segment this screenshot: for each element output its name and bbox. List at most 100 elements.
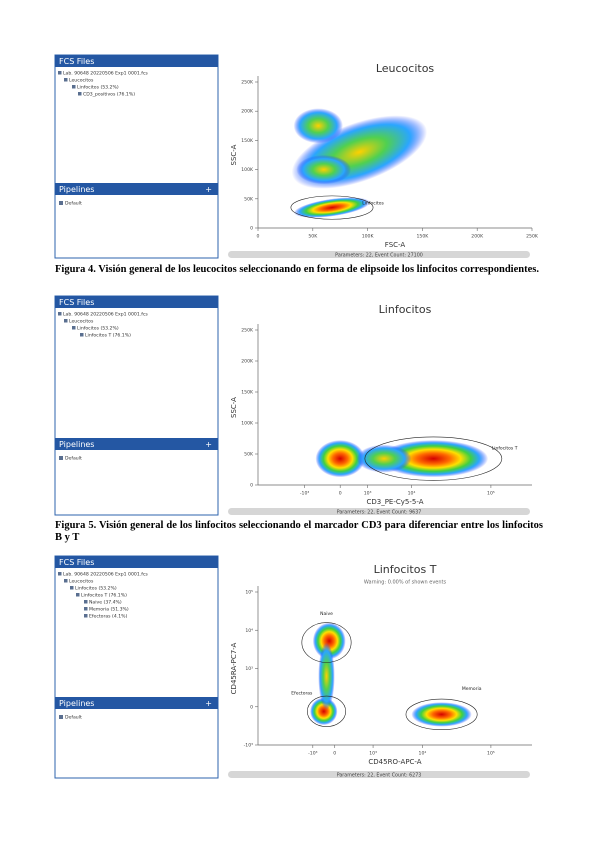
y-tick-label: 0 [250, 483, 253, 489]
x-tick-label: 250K [526, 234, 539, 240]
plot-title: Linfocitos [379, 303, 432, 316]
density-plot [291, 108, 428, 218]
status-text: Parameters: 22, Event Count: 9637 [337, 509, 422, 515]
x-tick-label: 100K [362, 234, 375, 240]
pipeline-item: Default [65, 715, 82, 721]
y-tick-label: 100K [241, 421, 254, 427]
gate [301, 622, 352, 663]
event-density [356, 444, 412, 473]
tree-item: Leucocitos [69, 78, 94, 84]
tree-icon [64, 78, 68, 82]
tree-item: Linfocitos (53.2%) [77, 85, 119, 91]
tree-icon [84, 600, 88, 604]
y-tick-label: 50K [244, 196, 254, 202]
pipelines-header [55, 697, 218, 709]
sidebar [54, 54, 219, 259]
gate-label: Memoria [462, 686, 482, 692]
event-density [293, 108, 343, 144]
x-axis-label: CD3_PE-Cy5-5-A [366, 498, 423, 506]
status-text: Parameters: 22, Event Count: 27100 [335, 252, 423, 258]
tree-icon [84, 614, 88, 618]
status-bar [228, 251, 530, 258]
tree-item: Lab. 90648 20220506 Exp1 0001.fcs [63, 71, 148, 77]
sidebar-title: FCS Files [59, 558, 94, 567]
tree-icon [64, 579, 68, 583]
plot-title: Linfocitos T [374, 563, 437, 576]
y-axis-label: CD45RA-PC7-A [230, 642, 238, 694]
tree-icon [80, 333, 84, 337]
x-tick-label: -10³ [308, 751, 318, 757]
tree-item: CD3_positivos (76.1%) [83, 92, 135, 98]
pipelines-add[interactable]: + [205, 699, 212, 708]
gate [405, 698, 478, 731]
pipeline-icon [59, 456, 63, 460]
sidebar [54, 555, 219, 779]
status-bar [228, 771, 530, 778]
y-tick-label: 10⁵ [245, 590, 253, 596]
y-tick-label: 250K [241, 80, 254, 86]
gate-label: Efectoras [291, 690, 313, 696]
pipelines-title: Pipelines [59, 185, 94, 194]
y-tick-label: 150K [241, 390, 254, 396]
sidebar-header [55, 55, 218, 67]
y-tick-label: 10³ [245, 666, 253, 672]
y-axis-label: SSC-A [230, 144, 238, 165]
x-tick-label: 150K [417, 234, 430, 240]
tree-item: Lab. 90648 20220506 Exp1 0001.fcs [63, 572, 148, 578]
x-axis-label: FSC-A [385, 241, 406, 249]
gate [290, 195, 374, 220]
y-tick-label: 100K [241, 167, 254, 173]
y-tick-label: 200K [241, 109, 254, 115]
pipelines-title: Pipelines [59, 440, 94, 449]
y-tick-label: 0 [250, 226, 253, 232]
tree-item: Linfocitos T (76.1%) [81, 593, 127, 599]
figure-caption: Figura 5. Visión general de los linfocit… [55, 520, 543, 543]
tree-icon [78, 92, 82, 96]
event-density [318, 642, 335, 710]
pipelines-header [55, 183, 218, 195]
x-tick-label: 10³ [364, 491, 372, 497]
plot-subtitle: Warning: 0.00% of shown events [364, 580, 447, 586]
x-tick-label: 10⁵ [487, 491, 495, 497]
x-tick-label: 50K [308, 234, 318, 240]
tree-icon [58, 572, 62, 576]
x-tick-label: 10⁵ [487, 751, 495, 757]
screenshot-panel: FCS Files Lab. 90648 20220506 Exp1 0001.f… [54, 295, 532, 516]
tree-item: Linfocitos (53.2%) [77, 326, 119, 332]
pipelines-add[interactable]: + [205, 440, 212, 449]
event-density [296, 155, 352, 185]
event-density [293, 197, 370, 218]
sidebar-header [55, 296, 218, 308]
x-tick-label: 200K [471, 234, 484, 240]
y-tick-label: 10⁴ [245, 628, 253, 634]
sidebar-header [55, 556, 218, 568]
tree-icon [72, 85, 76, 89]
pipelines-add[interactable]: + [205, 185, 212, 194]
pipeline-item: Default [65, 456, 82, 462]
x-tick-label: 0 [333, 751, 336, 757]
x-tick-label: -10³ [300, 491, 310, 497]
x-axis-label: CD45RO-APC-A [368, 758, 421, 766]
tree-item: Naive (37.4%) [89, 600, 122, 606]
event-density [315, 440, 365, 478]
y-tick-label: 50K [244, 452, 254, 458]
x-tick-label: 0 [339, 491, 342, 497]
tree-item: Lab. 90648 20220506 Exp1 0001.fcs [63, 312, 148, 318]
sidebar [54, 295, 219, 516]
tree-icon [84, 607, 88, 611]
gate-label: Naive [320, 611, 333, 617]
x-tick-label: 10³ [369, 751, 377, 757]
y-axis-label: SSC-A [230, 397, 238, 418]
event-density [312, 622, 346, 660]
x-tick-label: 10⁴ [419, 751, 427, 757]
figure-caption: Figura 4. Visión general de los leucocit… [55, 264, 539, 275]
tree-item: Efectoras (4.1%) [89, 614, 128, 620]
gate-label: Linfocitos [362, 201, 384, 207]
sidebar-title: FCS Files [59, 57, 94, 66]
pipeline-icon [59, 715, 63, 719]
tree-icon [70, 586, 74, 590]
screenshot-panel: FCS Files Lab. 90648 20220506 Exp1 0001.f… [54, 555, 532, 779]
tree-item: Linfocitos T (76.1%) [85, 333, 131, 339]
tree-item: Linfocitos (53.2%) [75, 586, 117, 592]
